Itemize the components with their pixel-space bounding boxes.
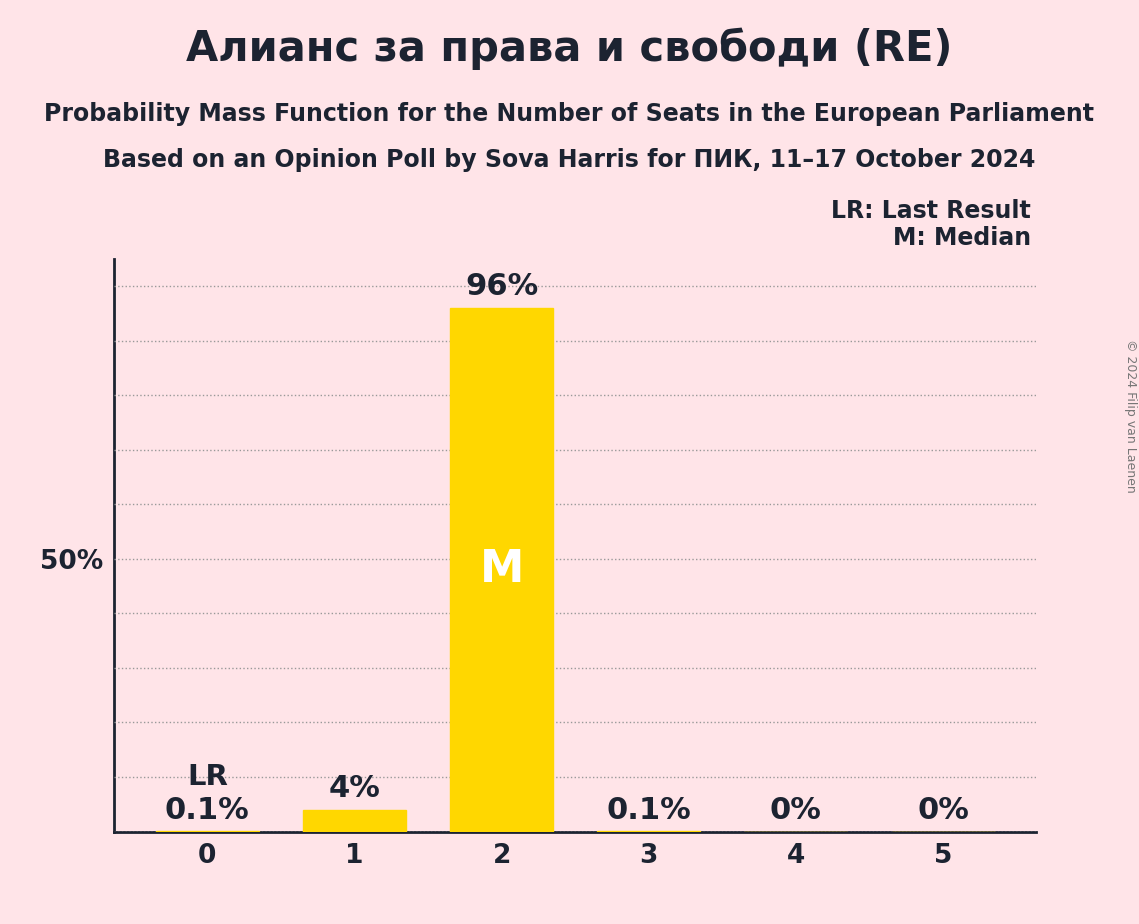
Text: 0.1%: 0.1% bbox=[606, 796, 691, 825]
Text: Алианс за права и свободи (RE): Алианс за права и свободи (RE) bbox=[187, 28, 952, 70]
Bar bbox=[303, 809, 405, 832]
Text: LR: LR bbox=[187, 763, 228, 791]
Text: 96%: 96% bbox=[465, 273, 539, 301]
Text: 4%: 4% bbox=[328, 774, 380, 803]
Text: 0.1%: 0.1% bbox=[165, 796, 249, 825]
Text: Based on an Opinion Poll by Sova Harris for ПИК, 11–17 October 2024: Based on an Opinion Poll by Sova Harris … bbox=[104, 148, 1035, 172]
Text: Probability Mass Function for the Number of Seats in the European Parliament: Probability Mass Function for the Number… bbox=[44, 102, 1095, 126]
Text: 0%: 0% bbox=[770, 796, 822, 825]
Text: LR: Last Result: LR: Last Result bbox=[831, 199, 1031, 223]
Text: M: M bbox=[480, 548, 524, 591]
Text: M: Median: M: Median bbox=[893, 226, 1031, 250]
Text: 0%: 0% bbox=[917, 796, 969, 825]
Bar bbox=[450, 308, 554, 832]
Text: © 2024 Filip van Laenen: © 2024 Filip van Laenen bbox=[1124, 339, 1137, 492]
